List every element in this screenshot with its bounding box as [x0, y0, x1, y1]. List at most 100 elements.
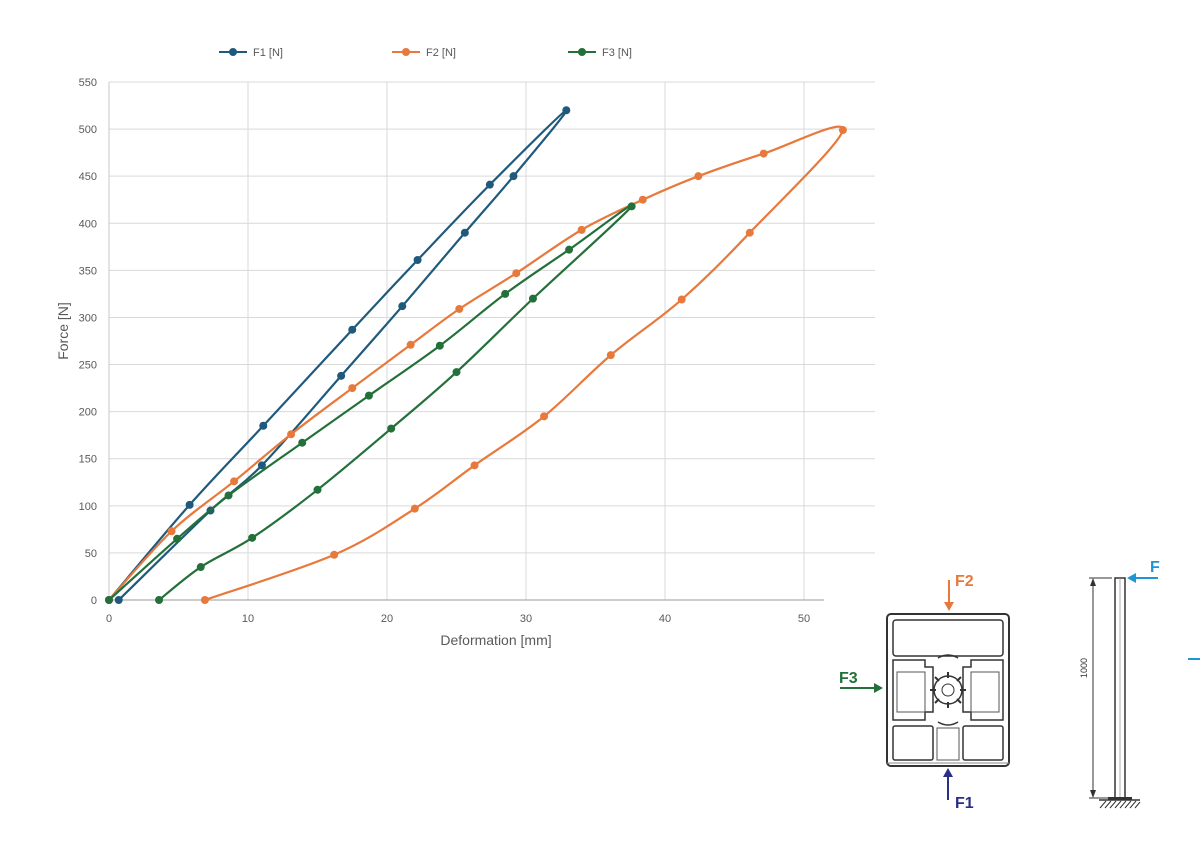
- post-load-diagram: 1000 F: [1079, 559, 1200, 809]
- data-point: [330, 550, 339, 559]
- legend-label: F3 [N]: [602, 47, 632, 59]
- data-point: [627, 202, 636, 211]
- bottom-left-chamber: [892, 725, 934, 761]
- grid-lines: [109, 81, 875, 600]
- f-force-label: F: [1150, 559, 1160, 576]
- f1-force-label: F1: [955, 795, 974, 812]
- f2-force-label: F2: [955, 573, 974, 590]
- data-point: [298, 438, 307, 447]
- data-point: [745, 228, 754, 237]
- data-point: [348, 325, 357, 334]
- y-axis-title: Force [N]: [55, 302, 71, 360]
- bottom-right-chamber: [962, 725, 1004, 761]
- y-tick-label: 400: [79, 218, 97, 230]
- y-tick-label: 550: [79, 77, 97, 89]
- data-point: [337, 371, 346, 380]
- x-tick-label: 20: [381, 613, 393, 625]
- y-tick-label: 500: [79, 124, 97, 136]
- series-1: [105, 106, 571, 604]
- dimension-line: [1089, 577, 1112, 799]
- data-point: [287, 430, 296, 439]
- y-tick-label: 300: [79, 312, 97, 324]
- data-point: [364, 391, 373, 400]
- series-line: [108, 125, 845, 602]
- y-tick-label: 250: [79, 360, 97, 372]
- f1-force-arrow: [943, 768, 953, 800]
- right-slot: [962, 659, 1004, 721]
- series-line: [108, 204, 634, 601]
- data-point: [562, 106, 571, 115]
- data-point: [167, 527, 176, 536]
- data-point: [565, 245, 574, 254]
- x-tick-label: 40: [659, 613, 671, 625]
- data-point: [838, 126, 847, 135]
- data-point: [606, 351, 615, 360]
- top-chamber: [892, 619, 1004, 657]
- legend-swatch-marker: [229, 48, 237, 56]
- x-tick-label: 50: [798, 613, 810, 625]
- data-point: [460, 228, 469, 237]
- legend-item: F1 [N]: [219, 47, 283, 59]
- profile-outline: [886, 613, 1010, 767]
- data-point: [528, 294, 537, 303]
- f-force-arrow: [1127, 573, 1158, 583]
- y-tick-label: 450: [79, 171, 97, 183]
- data-point: [452, 368, 461, 377]
- f2-force-arrow: [944, 580, 954, 611]
- legend-item: F2 [N]: [392, 47, 456, 59]
- data-point: [105, 596, 113, 604]
- legend-label: F2 [N]: [426, 47, 456, 59]
- data-point: [257, 461, 266, 470]
- data-point: [413, 256, 422, 265]
- data-point: [224, 491, 233, 500]
- y-tick-label: 100: [79, 501, 97, 513]
- data-point: [185, 500, 194, 509]
- data-point: [470, 461, 479, 470]
- data-point: [694, 172, 703, 181]
- data-point: [410, 504, 419, 513]
- data-point: [577, 225, 586, 234]
- fixed-support-icon: [1099, 797, 1141, 809]
- x-axis-title: Deformation [mm]: [440, 632, 551, 648]
- series-3: [105, 202, 636, 604]
- data-point: [313, 485, 322, 494]
- data-point: [114, 596, 123, 604]
- data-point: [759, 149, 768, 158]
- data-point: [406, 340, 415, 349]
- data-point: [501, 289, 510, 298]
- data-point: [230, 477, 239, 486]
- series-layer: [105, 106, 847, 604]
- y-tick-label: 200: [79, 407, 97, 419]
- legend-label: F1 [N]: [253, 47, 283, 59]
- data-point: [485, 180, 494, 189]
- legend: F1 [N] F2 [N] F3 [N]: [219, 47, 632, 59]
- profile-cross-section: F2 F3 F1: [839, 573, 1010, 812]
- bottom-center-chamber: [936, 727, 960, 761]
- left-slot: [892, 659, 934, 721]
- data-point: [248, 533, 257, 542]
- f3-force-label: F3: [839, 670, 858, 687]
- axes: [108, 82, 824, 601]
- data-point: [387, 424, 396, 433]
- x-tick-labels: 0 10 20 30 40 50: [106, 613, 810, 625]
- data-point: [455, 304, 464, 313]
- y-tick-labels: 0 50 100 150 200 250 300 350 400 450 500 550: [79, 77, 97, 607]
- data-point: [512, 269, 521, 278]
- data-point: [259, 421, 268, 430]
- x-tick-label: 30: [520, 613, 532, 625]
- length-dimension-label: 1000: [1079, 658, 1089, 678]
- legend-swatch-marker: [578, 48, 586, 56]
- data-point: [196, 563, 205, 572]
- data-point: [435, 341, 444, 350]
- data-point: [348, 384, 357, 393]
- data-point: [398, 302, 407, 311]
- legend-item: F3 [N]: [568, 47, 632, 59]
- y-tick-label: 350: [79, 265, 97, 277]
- x-tick-label: 10: [242, 613, 254, 625]
- f3-force-arrow: [840, 683, 883, 693]
- data-point: [638, 195, 647, 204]
- y-tick-label: 50: [85, 548, 97, 560]
- data-point: [200, 596, 209, 604]
- data-point: [155, 596, 164, 604]
